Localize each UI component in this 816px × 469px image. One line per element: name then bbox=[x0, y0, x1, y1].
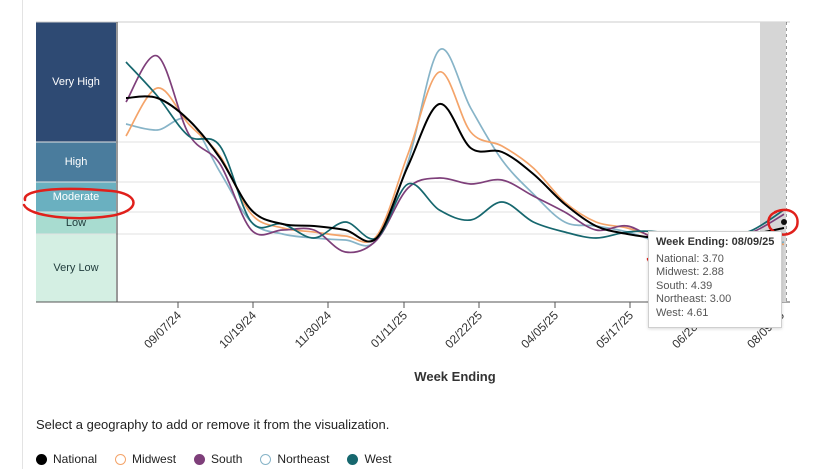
legend-dot-midwest bbox=[115, 453, 127, 465]
legend-label: Midwest bbox=[132, 452, 177, 466]
legend-label: South bbox=[211, 452, 243, 466]
instruction-text: Select a geography to add or remove it f… bbox=[36, 417, 390, 432]
legend-northeast[interactable]: Northeast bbox=[260, 452, 329, 466]
legend-dot-south bbox=[194, 453, 206, 465]
x-tick-label: 11/30/24 bbox=[292, 308, 335, 351]
legend-label: Northeast bbox=[277, 452, 330, 466]
annotation-circle-latest-point bbox=[767, 208, 799, 236]
tooltip-northeast: Northeast: 3.00 bbox=[656, 293, 732, 305]
legend-label: National bbox=[53, 452, 98, 466]
tooltip-west: West: 4.61 bbox=[656, 306, 709, 319]
x-tick-label: 02/22/25 bbox=[442, 308, 485, 351]
level-band-very-low bbox=[36, 234, 116, 302]
x-axis-title: Week Ending bbox=[414, 369, 496, 384]
level-band-very-high bbox=[36, 22, 116, 142]
legend-south[interactable]: South bbox=[194, 452, 242, 466]
series-line-west[interactable] bbox=[125, 61, 785, 242]
level-label: Low bbox=[65, 217, 87, 229]
hover-tooltip: Week Ending: 08/09/25 National: 3.70 Mid… bbox=[648, 231, 782, 328]
x-tick-label: 01/11/25 bbox=[368, 308, 411, 351]
legend-label: West bbox=[364, 452, 392, 466]
x-tick-label: 10/19/24 bbox=[216, 308, 259, 351]
x-tick-label: 04/05/25 bbox=[518, 308, 561, 351]
x-tick-label: 05/17/25 bbox=[593, 308, 636, 351]
legend-west[interactable]: West bbox=[347, 452, 392, 466]
legend-dot-national bbox=[36, 453, 47, 465]
legend: National Midwest South Northeast West bbox=[36, 452, 392, 466]
tooltip-midwest: Midwest: 2.88 bbox=[656, 266, 724, 278]
latest-point-dot bbox=[781, 219, 787, 225]
tooltip-title: Week Ending: 08/09/25 bbox=[656, 236, 775, 248]
tooltip-south: South: 4.39 bbox=[656, 279, 713, 292]
legend-dot-west bbox=[347, 453, 359, 465]
level-label: Moderate bbox=[52, 191, 100, 203]
annotation-circle-moderate bbox=[22, 187, 135, 220]
level-label: Very High bbox=[52, 76, 100, 88]
legend-dot-northeast bbox=[260, 453, 272, 465]
series-line-northeast[interactable] bbox=[125, 48, 785, 252]
legend-midwest[interactable]: Midwest bbox=[115, 452, 176, 466]
level-band-high bbox=[36, 142, 116, 182]
tooltip-national: National: 3.70 bbox=[656, 252, 724, 265]
level-label: High bbox=[64, 156, 88, 168]
series-line-national[interactable] bbox=[125, 95, 785, 243]
level-band-moderate bbox=[36, 182, 116, 212]
legend-national[interactable]: National bbox=[36, 452, 97, 466]
level-label: Very Low bbox=[53, 262, 99, 274]
chart-panel bbox=[22, 0, 816, 469]
x-tick-label: 09/07/24 bbox=[141, 308, 184, 351]
